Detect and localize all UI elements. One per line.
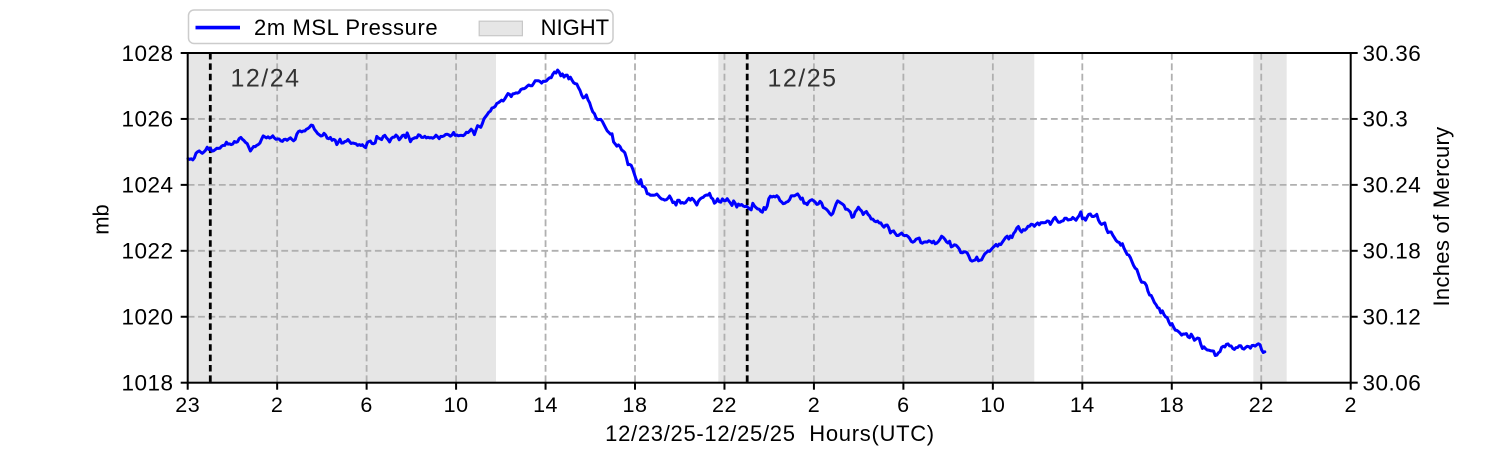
svg-text:2: 2	[808, 393, 820, 417]
svg-text:2: 2	[271, 393, 283, 417]
svg-text:30.36: 30.36	[1363, 41, 1422, 66]
svg-text:12/23/25-12/25/25 Hours(UTC): 12/23/25-12/25/25 Hours(UTC)	[605, 421, 935, 446]
svg-text:23: 23	[175, 393, 200, 417]
svg-text:14: 14	[533, 393, 558, 417]
svg-text:2: 2	[1344, 393, 1356, 417]
svg-text:30.24: 30.24	[1363, 173, 1422, 198]
svg-text:1024: 1024	[121, 173, 173, 198]
svg-text:1028: 1028	[121, 41, 173, 66]
svg-text:1018: 1018	[121, 371, 173, 396]
svg-text:30.3: 30.3	[1363, 107, 1409, 132]
svg-text:1020: 1020	[121, 305, 173, 330]
svg-text:22: 22	[1249, 393, 1274, 417]
svg-text:1022: 1022	[121, 239, 173, 264]
svg-text:Inches of Mercury: Inches of Mercury	[1429, 127, 1454, 307]
svg-text:6: 6	[897, 393, 909, 417]
svg-text:12/24: 12/24	[231, 65, 301, 93]
svg-text:30.06: 30.06	[1363, 371, 1422, 396]
svg-text:10: 10	[980, 393, 1005, 417]
svg-text:18: 18	[623, 393, 648, 417]
svg-text:10: 10	[444, 393, 469, 417]
svg-text:14: 14	[1070, 393, 1095, 417]
svg-text:30.18: 30.18	[1363, 239, 1422, 264]
svg-text:18: 18	[1159, 393, 1184, 417]
svg-text:6: 6	[360, 393, 372, 417]
svg-text:mb: mb	[89, 204, 114, 235]
svg-text:30.12: 30.12	[1363, 305, 1422, 330]
svg-text:22: 22	[712, 393, 737, 417]
svg-text:NIGHT: NIGHT	[541, 15, 609, 40]
svg-text:12/25: 12/25	[768, 65, 838, 93]
svg-text:1026: 1026	[121, 107, 173, 132]
svg-text:2m MSL Pressure: 2m MSL Pressure	[254, 15, 438, 40]
